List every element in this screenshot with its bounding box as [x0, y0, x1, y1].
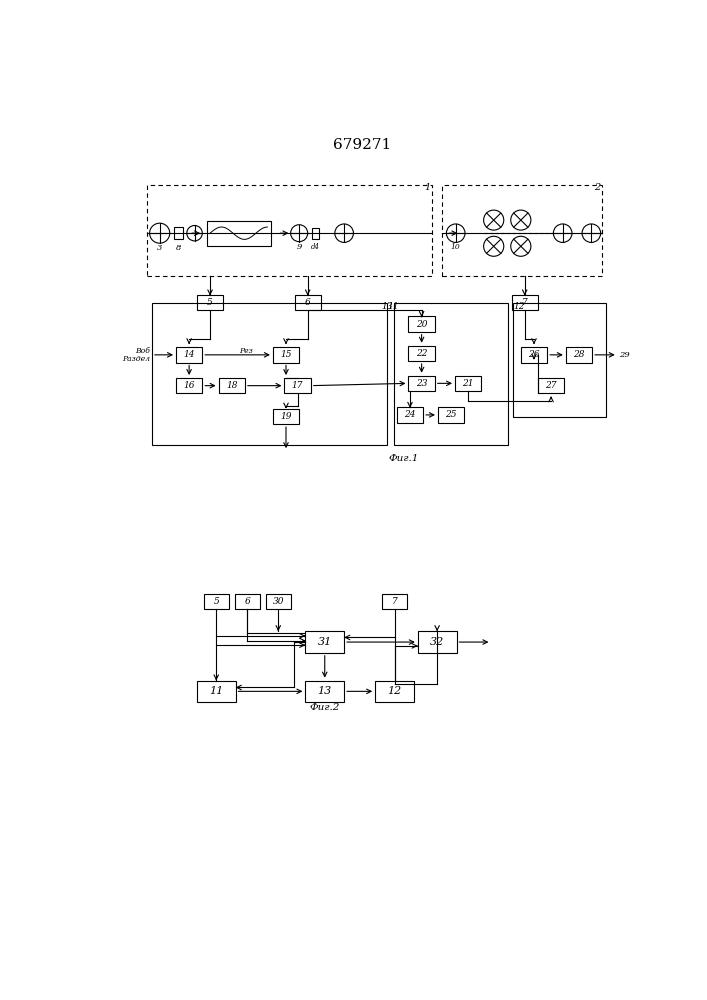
Bar — [197, 295, 223, 310]
Text: 31: 31 — [317, 637, 332, 647]
Text: 7: 7 — [392, 597, 397, 606]
Bar — [176, 378, 202, 393]
Text: 24: 24 — [404, 410, 416, 419]
Text: Фиг.1: Фиг.1 — [389, 454, 419, 463]
Text: 3: 3 — [157, 244, 163, 252]
Text: 5: 5 — [214, 597, 219, 606]
Bar — [382, 594, 407, 609]
Bar — [566, 347, 592, 363]
Text: 16: 16 — [183, 381, 195, 390]
Text: 15: 15 — [280, 350, 292, 359]
Bar — [266, 594, 291, 609]
Text: 29: 29 — [619, 351, 630, 359]
Text: 2: 2 — [595, 183, 601, 192]
Text: 27: 27 — [545, 381, 557, 390]
Bar — [513, 303, 606, 417]
Text: 12: 12 — [387, 686, 402, 696]
Bar — [305, 631, 344, 653]
Bar — [204, 594, 228, 609]
Bar — [305, 681, 344, 702]
Text: 26: 26 — [528, 350, 539, 359]
Text: Раздел: Раздел — [122, 355, 151, 363]
Text: Фиг.2: Фиг.2 — [310, 703, 340, 712]
Text: 21: 21 — [462, 379, 474, 388]
Text: 11: 11 — [209, 686, 223, 696]
Text: Воб: Воб — [136, 347, 151, 355]
Text: 32: 32 — [430, 637, 444, 647]
Bar — [375, 681, 414, 702]
Bar — [273, 347, 299, 363]
Bar — [295, 295, 321, 310]
Bar — [394, 303, 508, 445]
Text: 14: 14 — [183, 350, 195, 359]
Text: 11: 11 — [387, 302, 399, 311]
Text: 17: 17 — [292, 381, 303, 390]
Text: 13: 13 — [382, 302, 393, 311]
Bar — [218, 378, 245, 393]
Text: 1: 1 — [424, 183, 430, 192]
Bar — [312, 228, 320, 239]
Text: 13: 13 — [317, 686, 332, 696]
Bar — [273, 409, 299, 424]
Text: 20: 20 — [416, 320, 427, 329]
Bar — [538, 378, 564, 393]
Text: 8: 8 — [175, 244, 181, 252]
Text: 9: 9 — [296, 243, 302, 251]
Text: 7: 7 — [522, 298, 527, 307]
Bar — [146, 185, 432, 276]
Bar — [235, 594, 259, 609]
Text: 5: 5 — [207, 298, 213, 307]
Text: 10: 10 — [451, 243, 460, 251]
Text: 22: 22 — [416, 349, 427, 358]
Text: 30: 30 — [272, 597, 284, 606]
Text: 18: 18 — [226, 381, 238, 390]
Bar — [409, 316, 435, 332]
Text: d4: d4 — [311, 243, 320, 251]
Text: 25: 25 — [445, 410, 457, 419]
Text: 6: 6 — [305, 298, 310, 307]
Bar — [512, 295, 538, 310]
Bar — [284, 378, 311, 393]
Text: 679271: 679271 — [333, 138, 391, 152]
Text: 23: 23 — [416, 379, 427, 388]
Text: 6: 6 — [245, 597, 250, 606]
Bar — [521, 347, 547, 363]
Text: 19: 19 — [280, 412, 292, 421]
Bar — [152, 303, 387, 445]
Bar — [418, 631, 457, 653]
Text: 28: 28 — [573, 350, 585, 359]
Bar — [409, 376, 435, 391]
Bar — [455, 376, 481, 391]
Bar — [409, 346, 435, 361]
Bar — [176, 347, 202, 363]
Text: 12: 12 — [514, 302, 525, 311]
Bar — [197, 681, 235, 702]
Bar — [442, 185, 602, 276]
Bar — [397, 407, 423, 423]
Bar — [175, 227, 183, 239]
Bar — [438, 407, 464, 423]
Text: Рез: Рез — [239, 347, 252, 355]
Bar — [207, 221, 271, 246]
